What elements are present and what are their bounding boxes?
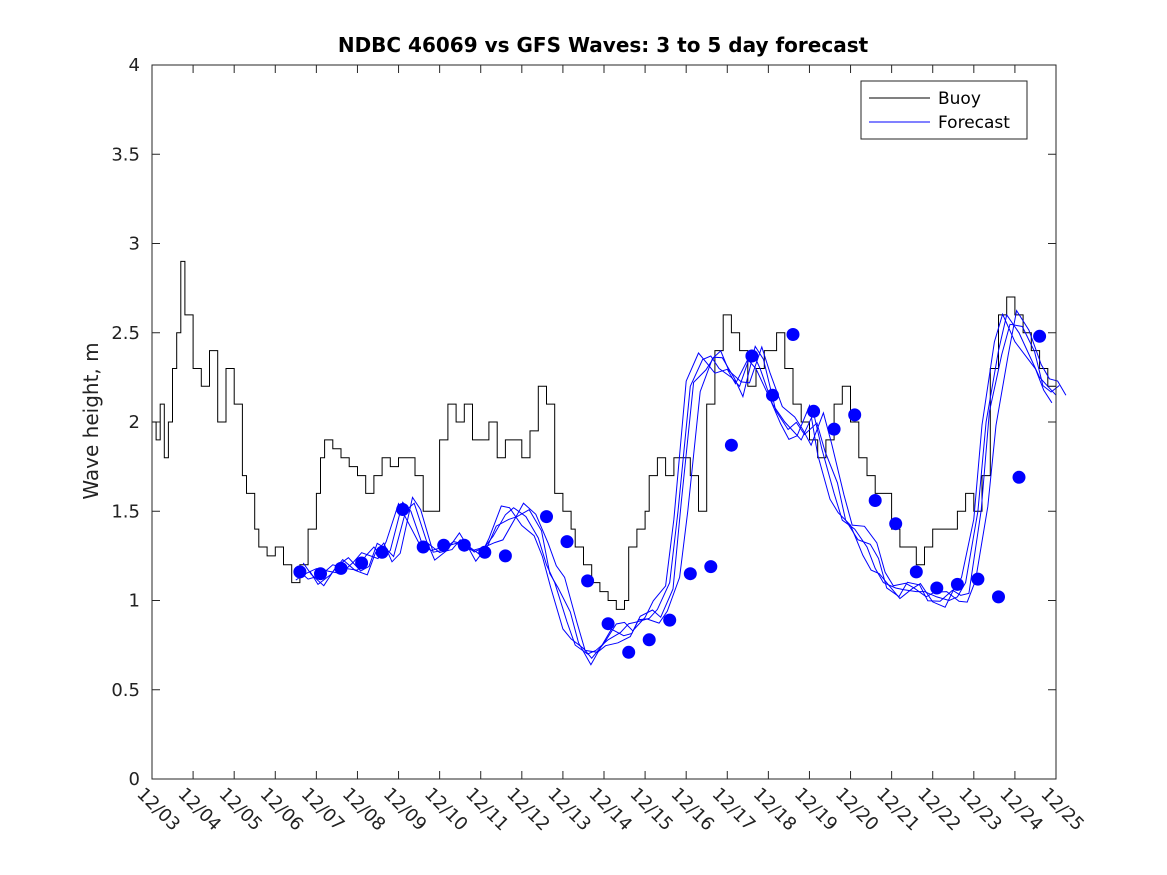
forecast-point <box>930 581 944 595</box>
forecast-point <box>601 617 615 631</box>
legend: Buoy Forecast <box>860 80 1028 140</box>
forecast-point <box>375 545 389 559</box>
forecast-point <box>745 349 759 363</box>
forecast-point <box>704 560 718 574</box>
forecast-point <box>663 613 677 627</box>
y-tick-label: 4 <box>129 55 140 76</box>
y-tick-label: 2.5 <box>111 323 140 344</box>
forecast-point <box>766 388 779 402</box>
y-tick-label: 3.5 <box>111 144 140 165</box>
forecast-point <box>416 540 430 554</box>
forecast-point <box>889 517 903 531</box>
forecast-point <box>950 577 964 591</box>
forecast-point <box>478 545 492 559</box>
forecast-point <box>827 422 841 436</box>
series-buoy-line <box>152 260 1056 610</box>
y-tick-label: 1.5 <box>111 501 140 522</box>
forecast-point <box>622 645 636 659</box>
forecast-point <box>396 503 410 516</box>
forecast-point <box>560 535 574 549</box>
forecast-point <box>992 590 1005 604</box>
legend-label-buoy: Buoy <box>938 89 981 109</box>
series-layer <box>152 260 1067 666</box>
y-axis-label: Wave height, m <box>79 342 103 499</box>
forecast-point <box>807 404 821 418</box>
forecast-point <box>1033 329 1047 343</box>
forecast-point <box>1012 470 1026 484</box>
y-tick-label: 0 <box>129 769 140 790</box>
forecast-point <box>724 438 738 452</box>
forecast-point <box>540 510 553 524</box>
forecast-point <box>909 565 923 579</box>
legend-box <box>860 80 1028 140</box>
chart-title: NDBC 46069 vs GFS Waves: 3 to 5 day fore… <box>338 33 869 57</box>
forecast-point <box>683 567 697 581</box>
plot-frame <box>151 64 1057 780</box>
forecast-point <box>786 328 800 341</box>
forecast-point <box>355 556 369 570</box>
series-forecast-line <box>309 309 1067 653</box>
y-tick-label: 2 <box>129 412 140 433</box>
y-tick-label: 1 <box>129 591 140 612</box>
forecast-point <box>868 494 882 507</box>
forecast-point <box>971 572 985 586</box>
forecast-point <box>581 574 595 588</box>
legend-label-forecast: Forecast <box>938 113 1010 133</box>
y-tick-label: 3 <box>129 234 140 255</box>
forecast-point <box>642 633 656 647</box>
forecast-point <box>848 408 862 422</box>
y-axis-ticks: 0 0.5 1 1.5 2 2.5 3 3.5 4 <box>111 55 1056 790</box>
y-tick-label: 0.5 <box>111 680 140 701</box>
forecast-point <box>293 565 307 579</box>
forecast-point <box>498 549 512 563</box>
forecast-point <box>437 538 451 552</box>
forecast-point <box>457 538 471 552</box>
forecast-point <box>334 561 348 575</box>
forecast-point <box>314 567 327 581</box>
